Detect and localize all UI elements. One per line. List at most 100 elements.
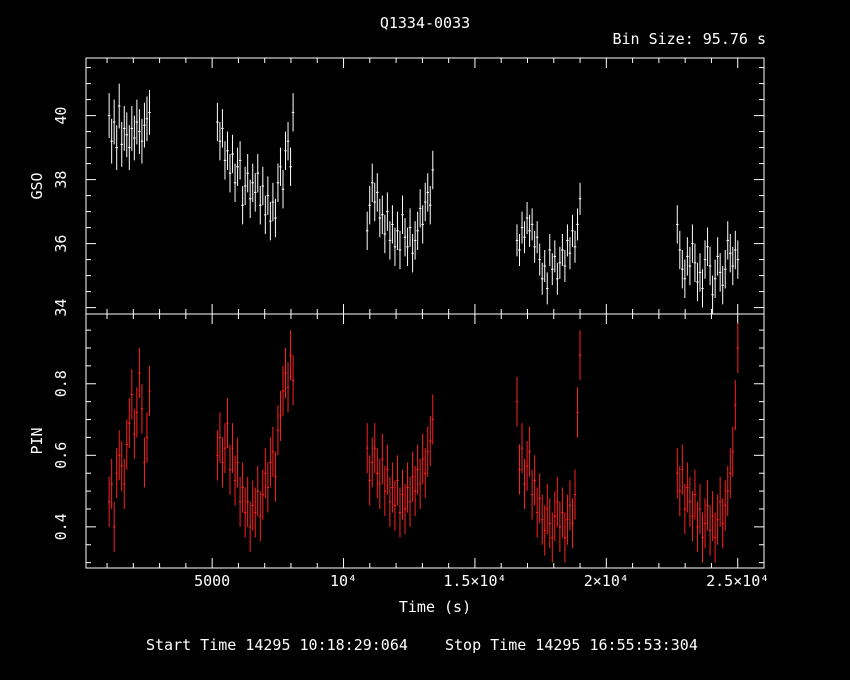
pin-data-point [566, 494, 569, 545]
pin-data-point [423, 448, 427, 499]
pin-data-point [525, 441, 529, 492]
pin-data-point [426, 426, 429, 477]
gso-data-point [253, 173, 257, 212]
gso-data-point [691, 224, 694, 263]
gso-data-point [418, 189, 422, 228]
pin-data-point [403, 483, 407, 535]
gso-data-point [117, 83, 121, 129]
gso-data-point [703, 240, 707, 279]
gso-data-point [145, 96, 149, 142]
pin-data-point [571, 498, 574, 549]
pin-data-point [551, 512, 554, 563]
gso-data-point [423, 182, 427, 222]
pin-data-point [274, 451, 277, 502]
pin-data-point [568, 480, 572, 531]
gso-ylabel: GSO [28, 172, 46, 199]
pin-data-point [540, 494, 544, 545]
gso-data-point [130, 106, 134, 151]
pin-data-point [223, 423, 227, 474]
pin-data-point [728, 448, 732, 499]
gso-data-point [408, 208, 412, 247]
pin-data-point [520, 423, 524, 474]
pin-data-point [545, 483, 549, 535]
stop-time-label: Stop Time 14295 16:55:53:304 [445, 636, 698, 654]
gso-data-point [428, 186, 432, 225]
pin-data-point [696, 501, 699, 552]
gso-data-point [551, 253, 554, 286]
pin-data-point [518, 444, 521, 495]
pin-data-point [388, 476, 392, 527]
pin-data-point [711, 491, 714, 542]
gso-data-point [734, 230, 737, 270]
gso-data-point [148, 90, 151, 135]
gso-data-point [568, 237, 572, 270]
pin-data-point [386, 444, 389, 495]
gso-data-point [515, 224, 519, 257]
gso-data-point [731, 246, 735, 286]
pin-data-point [135, 387, 139, 438]
gso-data-point [140, 118, 144, 164]
gso-data-point [251, 163, 254, 202]
gso-data-point [716, 237, 719, 276]
gso-data-point [678, 230, 682, 270]
pin-data-point [253, 487, 257, 538]
gso-data-point [125, 112, 129, 158]
gso-data-point [540, 262, 544, 295]
pin-data-point [373, 423, 377, 474]
gso-data-point [683, 259, 687, 298]
pin-data-point [408, 476, 412, 527]
pin-data-point [713, 512, 717, 563]
pin-data-point [726, 466, 729, 517]
gso-data-point [123, 106, 126, 151]
pin-data-point [221, 437, 224, 488]
gso-data-point [736, 240, 740, 279]
gso-data-point [281, 170, 285, 209]
gso-data-point [571, 214, 574, 247]
pin-data-point [731, 426, 735, 477]
gso-data-point [112, 99, 116, 145]
gso-data-point [107, 93, 111, 138]
pin-ytick-label: 0.6 [52, 442, 70, 469]
gso-data-point [368, 186, 371, 225]
gso-data-point [279, 147, 282, 186]
pin-data-point [115, 448, 118, 499]
pin-data-point [140, 383, 144, 434]
gso-data-point [533, 230, 536, 263]
gso-data-point [128, 125, 131, 170]
pin-data-point [269, 437, 272, 488]
gso-data-point [561, 234, 564, 266]
gso-data-point [538, 243, 541, 276]
gso-data-point [393, 227, 397, 266]
pin-xtick-label: 1.5×10⁴ [443, 572, 506, 590]
gso-data-point [403, 218, 407, 257]
pin-ytick-label: 0.8 [52, 370, 70, 397]
gso-data-point [383, 214, 387, 254]
gso-data-point [256, 154, 260, 193]
pin-ylabel: PIN [28, 427, 46, 454]
pin-data-point [284, 347, 287, 399]
pin-data-point [289, 330, 292, 381]
gso-data-point [236, 147, 239, 186]
pin-data-point [691, 491, 694, 542]
pin-data-point [556, 476, 559, 527]
gso-data-point [264, 195, 267, 234]
pin-data-point [368, 455, 371, 506]
gso-data-point [696, 262, 699, 302]
pin-data-point [406, 462, 409, 513]
gso-data-point [676, 205, 679, 244]
pin-data-point [381, 433, 384, 484]
gso-data-point [406, 227, 409, 266]
gso-data-point [525, 202, 529, 234]
gso-data-point [723, 250, 727, 289]
pin-data-point [703, 498, 707, 549]
chart-title: Q1334-0033 [379, 14, 471, 32]
pin-data-point [528, 426, 531, 477]
gso-data-point [289, 147, 292, 186]
pin-data-point [708, 505, 712, 556]
gso-ytick-label: 40 [52, 107, 70, 125]
pin-data-point [241, 462, 244, 513]
x-axis-label: Time (s) [398, 598, 472, 616]
gso-data-point [413, 221, 417, 260]
pin-data-point [573, 469, 577, 520]
gso-data-point [721, 266, 724, 305]
